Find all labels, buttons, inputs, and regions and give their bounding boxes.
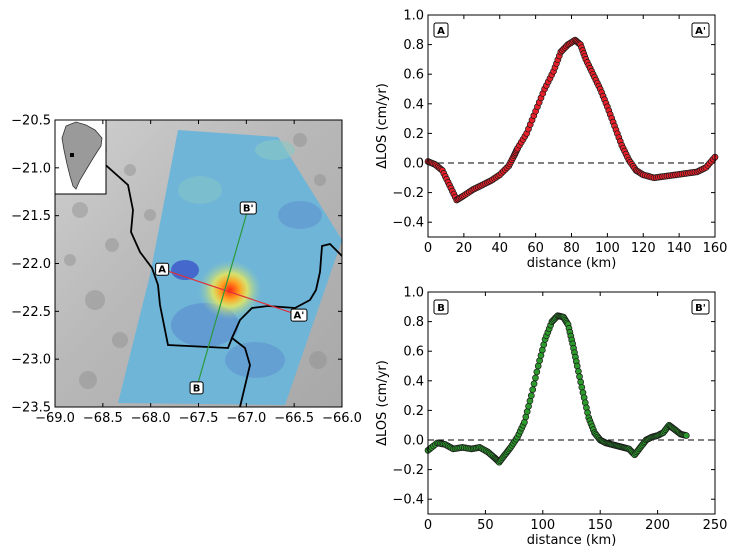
svg-text:A: A [158, 265, 166, 276]
map-y-tick-label: −21.0 [11, 161, 51, 176]
track-b-start-label: B [189, 381, 204, 395]
profile-b-x-tick-label: 250 [703, 518, 728, 533]
profile-b-point [578, 383, 586, 391]
profile-a-x-tick-label: 20 [456, 241, 473, 256]
profile-a-frame [427, 14, 716, 238]
track-b-end-label: B' [239, 201, 257, 215]
profile-a-y-tick-label: 0.4 [403, 97, 424, 112]
profile-b-y-tick-label: 0.0 [403, 434, 424, 449]
svg-text:B: B [437, 303, 445, 314]
profile-a-y-tick-label: 1.0 [403, 9, 424, 24]
profile-b-frame [427, 291, 716, 515]
map-y-tick-label: −21.5 [11, 209, 51, 224]
profile-b-y-tick-label: 0.8 [403, 315, 424, 330]
map-y-tick-label: −23.5 [11, 401, 51, 416]
profile-a-a-prime-chart: 0 20 40 60 80 100 120 140 160 −0.4 −0.2 0.0 0.2 0.4 0.… [375, 9, 727, 272]
profile-b-point [533, 368, 541, 376]
svg-text:B: B [193, 383, 201, 394]
map-y-tick-label: −23.0 [11, 353, 51, 368]
profile-b-left-box: B [433, 299, 449, 315]
map-y-tick-label: −22.5 [11, 305, 51, 320]
map-x-tick-label: −68.0 [131, 411, 171, 426]
profile-a-x-tick-label: 40 [491, 241, 508, 256]
profile-a-x-axis-label: distance (km) [527, 256, 617, 271]
profile-a-x-tick-label: 120 [631, 241, 656, 256]
profile-a-x-tick-label: 140 [667, 241, 692, 256]
svg-text:A': A' [294, 311, 305, 322]
profile-a-y-tick-label: −0.2 [392, 186, 424, 201]
profile-b-point [527, 392, 535, 399]
track-a-a-prime [161, 268, 300, 316]
map-y-tick-label: −22.0 [11, 257, 51, 272]
profile-b-y-tick-label: −0.2 [392, 463, 424, 478]
profile-b-point [529, 386, 537, 394]
map-panel: A A' B B' −69.0 −68.5 −68.0 −67.5 −67.0 −66.5… [11, 114, 362, 427]
map-x-tick-label: −66.5 [274, 411, 314, 426]
profile-b-b-prime-chart: 0 50 100 150 200 250 −0.4 −0.2 0.0 0.2 0.4 0.6 0.8 1.… [375, 286, 727, 549]
profile-b-y-tick-label: 1.0 [403, 286, 424, 301]
profile-b-y-tick-label: 0.2 [403, 404, 424, 419]
profile-b-y-axis-label: ΔLOS (cm/yr) [375, 360, 390, 446]
profile-a-left-box: A [433, 22, 449, 38]
track-a-end-label: A' [290, 308, 308, 322]
profile-a-axes: 0 20 40 60 80 100 120 140 160 −0.4 −0.2 0.0 0.2 0.4 0.… [392, 9, 727, 257]
profile-b-point [577, 378, 585, 386]
country-borders [99, 159, 342, 407]
profile-a-x-tick-label: 0 [424, 241, 432, 256]
profile-b-x-tick-label: 50 [477, 518, 494, 533]
profile-a-x-tick-label: 80 [563, 241, 580, 256]
map-x-tick-label: −67.0 [226, 411, 266, 426]
profile-a-y-tick-label: −0.4 [392, 216, 424, 231]
insar-texture [171, 140, 322, 378]
profile-a-y-tick-label: 0.6 [403, 68, 424, 83]
profile-b-point [575, 367, 582, 375]
profile-b-points [424, 312, 690, 466]
profile-b-x-tick-label: 200 [645, 518, 670, 533]
profile-a-y-tick-label: 0.0 [403, 157, 424, 172]
profile-a-right-box: A' [691, 22, 710, 38]
map-axes: −69.0 −68.5 −68.0 −67.5 −67.0 −66.5 −66.0 −20.5… [11, 114, 362, 427]
svg-text:A: A [437, 26, 445, 37]
south-america-outline [61, 121, 103, 190]
profile-b-y-tick-label: 0.6 [403, 345, 424, 360]
profile-b-point [682, 432, 690, 439]
profile-b-x-axis-label: distance (km) [527, 533, 617, 548]
profile-a-y-tick-label: 0.8 [403, 38, 424, 53]
profile-b-point [532, 374, 539, 382]
svg-text:A': A' [695, 26, 706, 37]
profile-b-x-tick-label: 0 [424, 518, 432, 533]
profile-a-points [424, 36, 719, 204]
profile-b-point [573, 362, 581, 370]
svg-text:B': B' [243, 204, 254, 215]
profile-b-y-tick-label: −0.4 [392, 493, 424, 508]
profile-a-x-tick-label: 100 [595, 241, 620, 256]
svg-text:B': B' [695, 303, 706, 314]
profile-a-x-tick-label: 60 [527, 241, 544, 256]
profile-a-y-tick-label: 0.2 [403, 127, 424, 142]
profile-a-x-tick-label: 160 [703, 241, 728, 256]
track-b-b-prime [196, 207, 249, 389]
track-a-start-label: A [155, 262, 170, 276]
profile-b-right-box: B' [691, 299, 710, 315]
profile-b-point [530, 380, 538, 388]
profile-b-axes: 0 50 100 150 200 250 −0.4 −0.2 0.0 0.2 0.4 0.6 0.8 1.… [392, 286, 727, 534]
profile-b-x-tick-label: 100 [530, 518, 555, 533]
study-area-marker [70, 153, 74, 157]
profile-a-y-axis-label: ΔLOS (cm/yr) [375, 83, 390, 169]
profile-b-point [576, 373, 583, 381]
deformation-signal [198, 260, 262, 320]
hillshade-texture [64, 133, 327, 389]
inset-map [54, 119, 107, 195]
profile-b-x-tick-label: 150 [588, 518, 613, 533]
profile-b-y-tick-label: 0.4 [403, 374, 424, 389]
map-y-tick-label: −20.5 [11, 114, 51, 129]
map-x-tick-label: −68.5 [83, 411, 123, 426]
map-x-tick-label: −69.0 [35, 411, 75, 426]
map-x-tick-label: −66.0 [322, 411, 362, 426]
map-x-tick-label: −67.5 [179, 411, 219, 426]
